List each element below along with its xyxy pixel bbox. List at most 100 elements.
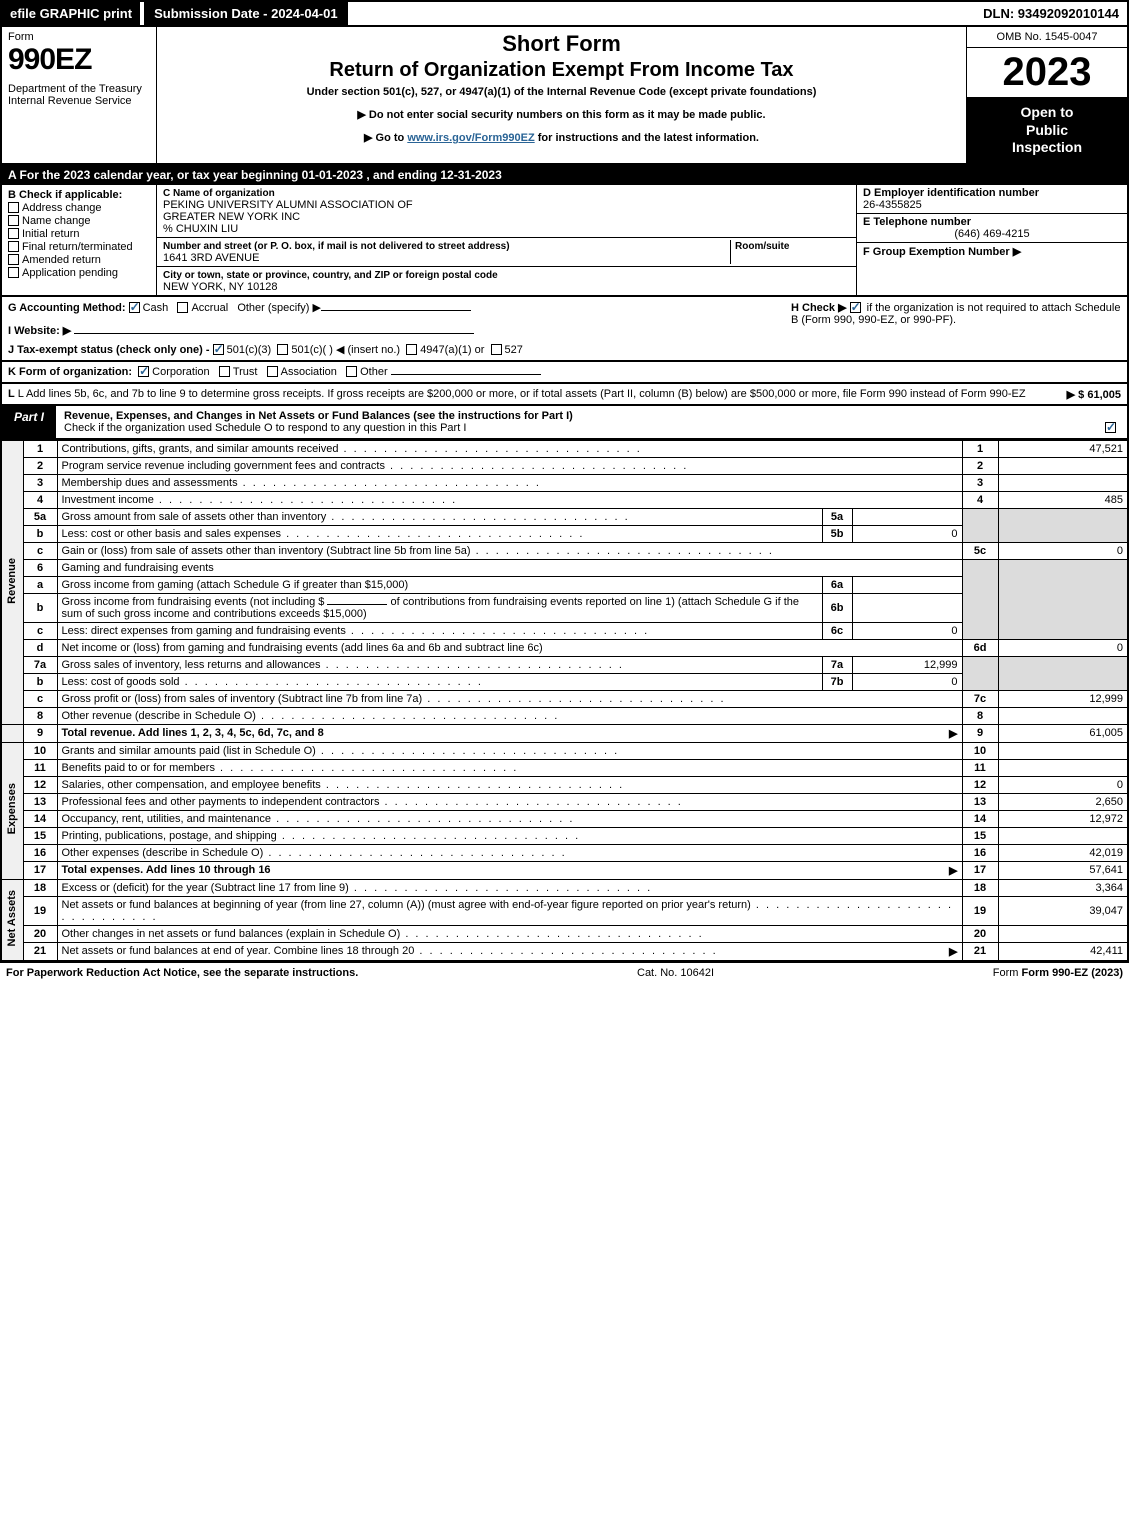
chk-address-change-label: Address change xyxy=(22,202,102,214)
line-14-amt: 12,972 xyxy=(998,810,1128,827)
line-7a-desc: Gross sales of inventory, less returns a… xyxy=(62,659,321,671)
line-20-amt xyxy=(998,925,1128,942)
line-1-num: 1 xyxy=(23,440,57,457)
box-c: C Name of organization PEKING UNIVERSITY… xyxy=(157,185,857,295)
line-7a-num: 7a xyxy=(23,656,57,673)
chk-schedule-o[interactable] xyxy=(1105,422,1116,433)
line-6a-num: a xyxy=(23,576,57,593)
l-text: L Add lines 5b, 6c, and 7b to line 9 to … xyxy=(18,388,1026,400)
line-13-amt: 2,650 xyxy=(998,793,1128,810)
instr-post: for instructions and the latest informat… xyxy=(535,132,759,144)
line-4-num: 4 xyxy=(23,491,57,508)
line-17-desc: Total expenses. Add lines 10 through 16 xyxy=(62,864,271,876)
vert-revenue: Revenue xyxy=(1,440,23,724)
line-5-grey-amt xyxy=(998,508,1128,542)
section-a: A For the 2023 calendar year, or tax yea… xyxy=(0,165,1129,185)
chk-527[interactable] xyxy=(491,344,502,355)
line-9-desc: Total revenue. Add lines 1, 2, 3, 4, 5c,… xyxy=(62,727,324,739)
line-13: 13 Professional fees and other payments … xyxy=(1,793,1128,810)
footer: For Paperwork Reduction Act Notice, see … xyxy=(0,962,1129,983)
line-4-amt: 485 xyxy=(998,491,1128,508)
line-13-num: 13 xyxy=(23,793,57,810)
line-12-ln: 12 xyxy=(962,776,998,793)
chk-other-org[interactable] xyxy=(346,366,357,377)
line-5a-sv xyxy=(852,508,962,525)
line-6-grey xyxy=(962,559,998,639)
chk-name-change[interactable]: Name change xyxy=(8,215,150,227)
care-of: % CHUXIN LIU xyxy=(163,223,238,235)
chk-cash[interactable] xyxy=(129,302,140,313)
l-amount: ▶ $ 61,005 xyxy=(1067,388,1121,401)
line-6b-field[interactable] xyxy=(327,604,387,605)
chk-association[interactable] xyxy=(267,366,278,377)
line-6d-ln: 6d xyxy=(962,639,998,656)
chk-501c3[interactable] xyxy=(213,344,224,355)
j-label: J Tax-exempt status (check only one) - xyxy=(8,344,210,356)
chk-application-pending[interactable]: Application pending xyxy=(8,267,150,279)
line-21-amt: 42,411 xyxy=(998,942,1128,961)
lines-table: Revenue 1 Contributions, gifts, grants, … xyxy=(0,440,1129,962)
efile-label[interactable]: efile GRAPHIC print xyxy=(2,2,140,25)
chk-501c3-label: 501(c)(3) xyxy=(227,344,272,356)
line-11-ln: 11 xyxy=(962,759,998,776)
line-16-amt: 42,019 xyxy=(998,844,1128,861)
line-9-ln: 9 xyxy=(962,724,998,742)
line-6d-amt: 0 xyxy=(998,639,1128,656)
chk-h[interactable] xyxy=(850,302,861,313)
line-7c-desc: Gross profit or (loss) from sales of inv… xyxy=(62,693,423,705)
line-4: 4 Investment income 4 485 xyxy=(1,491,1128,508)
website-field[interactable] xyxy=(74,333,474,334)
dept-irs: Internal Revenue Service xyxy=(8,95,150,107)
line-6a-sub: 6a xyxy=(822,576,852,593)
line-10: Expenses 10 Grants and similar amounts p… xyxy=(1,742,1128,759)
line-8-num: 8 xyxy=(23,707,57,724)
ein-value: 26-4355825 xyxy=(863,199,922,211)
g-other-field[interactable] xyxy=(321,310,471,311)
line-16: 16 Other expenses (describe in Schedule … xyxy=(1,844,1128,861)
line-5a-num: 5a xyxy=(23,508,57,525)
box-d-label: D Employer identification number xyxy=(863,187,1039,199)
chk-address-change[interactable]: Address change xyxy=(8,202,150,214)
line-17: 17 Total expenses. Add lines 10 through … xyxy=(1,861,1128,879)
line-11-num: 11 xyxy=(23,759,57,776)
line-1-amt: 47,521 xyxy=(998,440,1128,457)
line-6c: c Less: direct expenses from gaming and … xyxy=(1,622,1128,639)
line-6b-desc-1: Gross income from fundraising events (no… xyxy=(62,596,325,608)
row-k: K Form of organization: Corporation Trus… xyxy=(0,362,1129,384)
line-8: 8 Other revenue (describe in Schedule O)… xyxy=(1,707,1128,724)
line-7c: c Gross profit or (loss) from sales of i… xyxy=(1,690,1128,707)
line-14-ln: 14 xyxy=(962,810,998,827)
submission-date: Submission Date - 2024-04-01 xyxy=(144,2,348,25)
chk-trust[interactable] xyxy=(219,366,230,377)
line-8-amt xyxy=(998,707,1128,724)
other-org-field[interactable] xyxy=(391,374,541,375)
line-7c-amt: 12,999 xyxy=(998,690,1128,707)
addr-value: 1641 3RD AVENUE xyxy=(163,252,259,264)
line-10-amt xyxy=(998,742,1128,759)
line-6-grey-amt xyxy=(998,559,1128,639)
chk-final-return[interactable]: Final return/terminated xyxy=(8,241,150,253)
chk-501c[interactable] xyxy=(277,344,288,355)
line-10-desc: Grants and similar amounts paid (list in… xyxy=(62,745,316,757)
chk-4947-label: 4947(a)(1) or xyxy=(420,344,484,356)
chk-amended-return[interactable]: Amended return xyxy=(8,254,150,266)
line-10-ln: 10 xyxy=(962,742,998,759)
chk-corporation[interactable] xyxy=(138,366,149,377)
line-1: Revenue 1 Contributions, gifts, grants, … xyxy=(1,440,1128,457)
chk-4947[interactable] xyxy=(406,344,417,355)
line-5b: b Less: cost or other basis and sales ex… xyxy=(1,525,1128,542)
line-14-num: 14 xyxy=(23,810,57,827)
line-7-grey xyxy=(962,656,998,690)
phone-value: (646) 469-4215 xyxy=(863,228,1121,240)
line-6c-sub: 6c xyxy=(822,622,852,639)
chk-initial-return[interactable]: Initial return xyxy=(8,228,150,240)
line-14-desc: Occupancy, rent, utilities, and maintena… xyxy=(62,813,272,825)
irs-link[interactable]: www.irs.gov/Form990EZ xyxy=(407,132,534,144)
line-7b: b Less: cost of goods sold 7b 0 xyxy=(1,673,1128,690)
line-6c-num: c xyxy=(23,622,57,639)
footer-right: Form Form 990-EZ (2023) xyxy=(993,967,1123,979)
line-5a: 5a Gross amount from sale of assets othe… xyxy=(1,508,1128,525)
part-i-sub: Check if the organization used Schedule … xyxy=(64,422,466,434)
chk-accrual[interactable] xyxy=(177,302,188,313)
line-18-num: 18 xyxy=(23,879,57,896)
